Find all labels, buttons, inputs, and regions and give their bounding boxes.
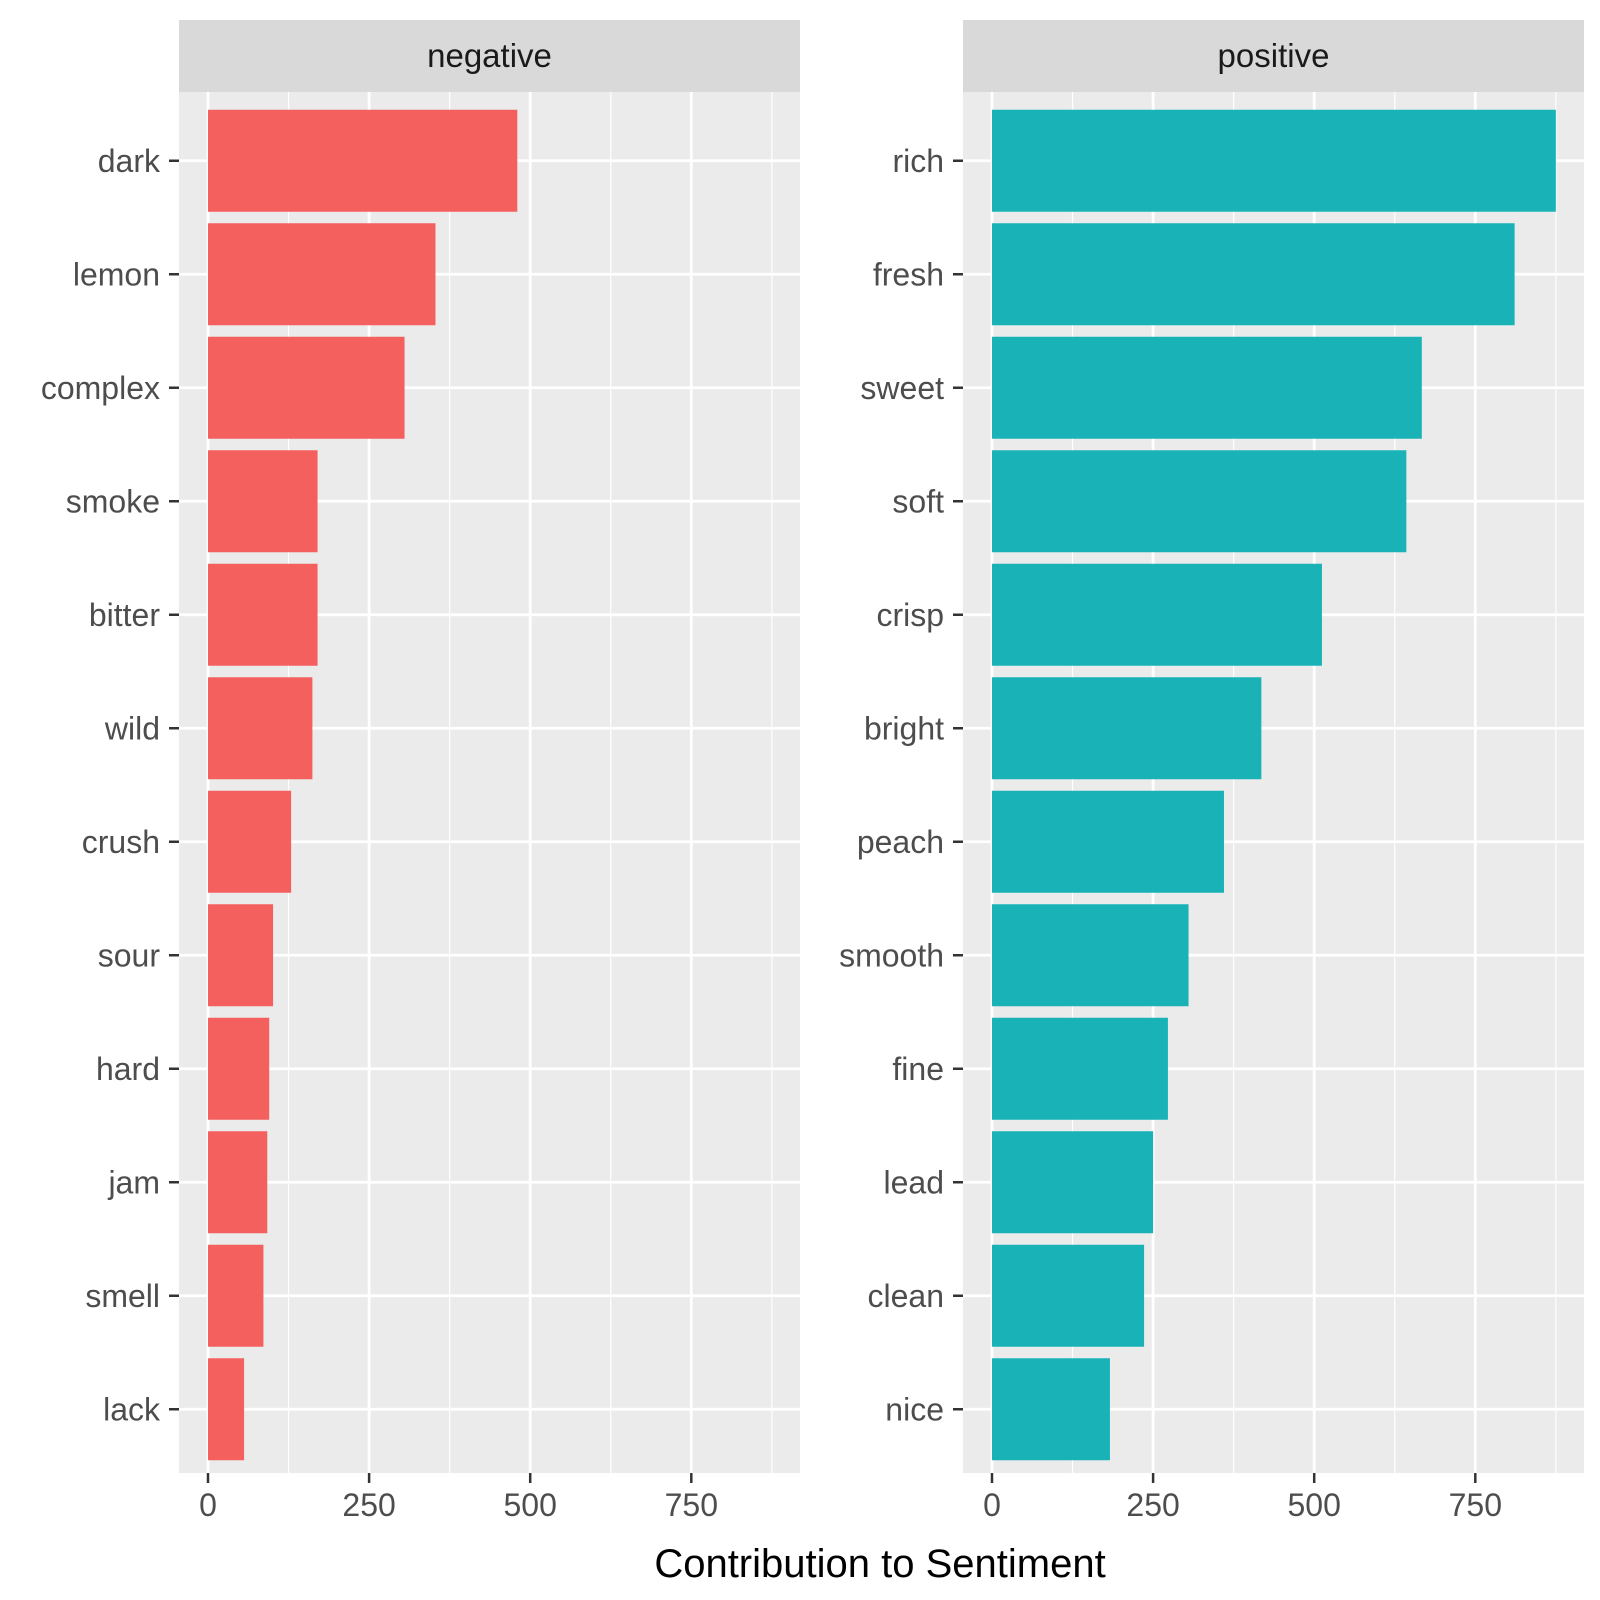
y-tick-label-lead: lead (884, 1164, 945, 1200)
y-tick-label-jam: jam (107, 1164, 160, 1200)
bar-peach (992, 790, 1224, 893)
y-tick-label-bitter: bitter (89, 597, 160, 633)
bar-crush (208, 790, 292, 893)
bar-smoke (208, 450, 318, 553)
y-tick-label-fresh: fresh (873, 256, 944, 292)
facet-label-negative: negative (427, 37, 552, 74)
bar-fine (992, 1017, 1168, 1120)
bar-lead (992, 1131, 1154, 1234)
y-tick-label-crisp: crisp (876, 597, 944, 633)
y-tick-label-peach: peach (857, 824, 944, 860)
y-tick-label-dark: dark (98, 143, 161, 179)
facet-strip-negative (179, 20, 800, 92)
y-tick-label-fine: fine (892, 1051, 944, 1087)
bar-jam (208, 1131, 268, 1234)
facet-label-positive: positive (1218, 37, 1330, 74)
facet-panel-positive: positive rich fresh sweet soft crisp bright pea… (839, 20, 1584, 1523)
bar-wild (208, 677, 313, 780)
facet-panels: negative dark lemon complex smoke bitter wild c… (41, 20, 1584, 1523)
x-tick-label: 750 (1449, 1487, 1502, 1523)
x-tick-label: 500 (1288, 1487, 1341, 1523)
bar-lemon (208, 223, 436, 326)
bar-sweet (992, 336, 1422, 439)
y-tick-label-crush: crush (82, 824, 160, 860)
y-tick-label-lemon: lemon (73, 256, 160, 292)
y-tick-label-smell: smell (85, 1278, 160, 1314)
bar-rich (992, 109, 1556, 212)
y-tick-label-smoke: smoke (66, 483, 160, 519)
bar-dark (208, 109, 518, 212)
bar-bright (992, 677, 1262, 780)
x-axis-title: Contribution to Sentiment (654, 1542, 1105, 1586)
bar-nice (992, 1358, 1110, 1461)
bar-clean (992, 1244, 1145, 1347)
bar-soft (992, 450, 1407, 553)
x-tick-label: 250 (1126, 1487, 1179, 1523)
x-tick-label: 0 (983, 1487, 1001, 1523)
bar-sour (208, 904, 274, 1007)
y-tick-label-bright: bright (864, 710, 944, 746)
bar-smooth (992, 904, 1189, 1007)
bar-hard (208, 1017, 270, 1120)
facet-strip-positive (963, 20, 1584, 92)
y-tick-label-lack: lack (103, 1391, 161, 1427)
bar-lack (208, 1358, 245, 1461)
y-tick-label-hard: hard (96, 1051, 160, 1087)
y-tick-label-clean: clean (868, 1278, 945, 1314)
x-tick-label: 0 (199, 1487, 217, 1523)
y-tick-label-sweet: sweet (860, 370, 944, 406)
y-tick-label-rich: rich (892, 143, 944, 179)
y-tick-label-soft: soft (892, 483, 944, 519)
bar-fresh (992, 223, 1515, 326)
x-tick-label: 500 (504, 1487, 557, 1523)
x-tick-label: 250 (342, 1487, 395, 1523)
y-tick-label-complex: complex (41, 370, 160, 406)
bar-bitter (208, 563, 318, 666)
bar-smell (208, 1244, 264, 1347)
facet-panel-negative: negative dark lemon complex smoke bitter wild c… (41, 20, 800, 1523)
y-tick-label-wild: wild (104, 710, 160, 746)
y-tick-label-sour: sour (98, 937, 161, 973)
y-tick-label-smooth: smooth (839, 937, 944, 973)
bar-complex (208, 336, 405, 439)
x-tick-label: 750 (665, 1487, 718, 1523)
bar-crisp (992, 563, 1322, 666)
y-tick-label-nice: nice (885, 1391, 944, 1427)
